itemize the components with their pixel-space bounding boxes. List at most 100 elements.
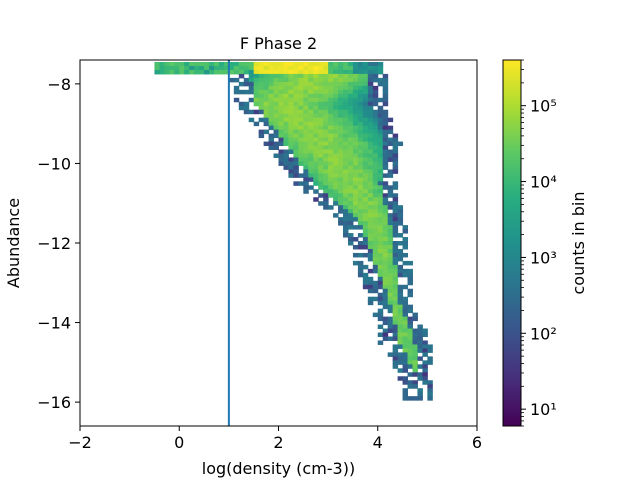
heatmap-cell — [303, 77, 309, 83]
heatmap-cell — [347, 189, 354, 194]
heatmap-cell — [273, 65, 279, 71]
heatmap-cell — [407, 348, 413, 353]
heatmap-cell — [253, 121, 260, 127]
heatmap-cell — [313, 177, 319, 182]
heatmap-cell — [288, 157, 294, 162]
heatmap-cell — [382, 252, 389, 258]
heatmap-cell — [427, 348, 433, 353]
heatmap-cell — [427, 396, 433, 401]
heatmap-cell — [303, 173, 309, 178]
heatmap-cell — [283, 69, 289, 75]
heatmap-cell — [233, 89, 240, 95]
heatmap-cell — [357, 233, 364, 238]
heatmap-cell — [362, 193, 369, 198]
heatmap-cell — [343, 193, 349, 198]
heatmap-cell — [318, 85, 324, 91]
heatmap-cell — [412, 340, 418, 345]
heatmap-cell — [338, 193, 344, 198]
heatmap-cell — [387, 244, 394, 250]
heatmap-cell — [357, 173, 364, 178]
heatmap-cell — [283, 77, 289, 83]
heatmap-cell — [372, 141, 379, 147]
heatmap-cell — [308, 173, 314, 178]
heatmap-cell — [209, 69, 215, 75]
heatmap-cell — [372, 73, 379, 79]
heatmap-cell — [298, 149, 304, 154]
heatmap-cell — [387, 221, 394, 226]
heatmap-cell — [223, 65, 230, 71]
heatmap-cell — [362, 105, 369, 111]
heatmap-cell — [382, 217, 389, 222]
heatmap-cell — [298, 117, 304, 123]
heatmap-cell — [343, 121, 349, 127]
heatmap-cell — [347, 129, 354, 135]
heatmap-cell — [397, 248, 404, 254]
heatmap-cell — [283, 61, 289, 67]
heatmap-cell — [204, 61, 210, 67]
heatmap-cell — [323, 81, 329, 87]
heatmap-cell — [243, 109, 250, 115]
heatmap-cell — [367, 252, 374, 258]
heatmap-cell — [402, 304, 409, 310]
heatmap-cell — [278, 121, 284, 127]
heatmap-cell — [283, 121, 289, 127]
heatmap-cell — [333, 109, 339, 115]
heatmap-cell — [318, 109, 324, 115]
x-tick-label: 6 — [472, 433, 482, 452]
y-tick-label: −14 — [37, 314, 71, 333]
heatmap-cell — [164, 65, 170, 71]
heatmap-cell — [303, 85, 309, 91]
heatmap-cell — [273, 89, 279, 95]
heatmap-cell — [283, 113, 289, 119]
heatmap-cell — [352, 137, 359, 143]
heatmap-cell — [323, 149, 329, 154]
heatmap-cell — [328, 193, 334, 198]
heatmap-cell — [347, 177, 354, 182]
heatmap-cell — [333, 141, 339, 147]
heatmap-cell — [248, 61, 255, 67]
heatmap-cell — [338, 185, 344, 190]
heatmap-cell — [352, 125, 359, 131]
heatmap-cell — [392, 356, 399, 361]
heatmap-cell — [372, 185, 379, 190]
heatmap-cell — [417, 336, 423, 341]
heatmap-cell — [288, 145, 294, 151]
heatmap-cell — [293, 125, 299, 131]
heatmap-cell — [362, 205, 369, 210]
heatmap-cell — [387, 225, 394, 230]
heatmap-cell — [204, 69, 210, 75]
y-tick-label: −12 — [37, 234, 71, 253]
heatmap-cell — [298, 113, 304, 119]
heatmap-cell — [298, 89, 304, 95]
heatmap-cell — [387, 320, 394, 326]
heatmap-cell — [333, 77, 339, 83]
heatmap-cell — [318, 121, 324, 127]
heatmap-cell — [357, 241, 364, 246]
heatmap-cell — [412, 332, 418, 337]
heatmap-cell — [328, 161, 334, 166]
heatmap-cell — [362, 272, 369, 278]
heatmap-cell — [278, 125, 284, 131]
heatmap-cell — [372, 201, 379, 206]
heatmap-cell — [357, 252, 364, 258]
heatmap-cell — [392, 241, 399, 246]
heatmap-cell — [338, 81, 344, 87]
heatmap-cell — [367, 93, 374, 99]
heatmap-cell — [402, 241, 409, 246]
heatmap-cell — [362, 181, 369, 186]
heatmap-cell — [397, 336, 404, 341]
heatmap-cell — [347, 97, 354, 103]
heatmap-cell — [333, 61, 339, 67]
heatmap-cell — [273, 61, 279, 67]
heatmap-cell — [392, 244, 399, 250]
heatmap-cell — [318, 125, 324, 131]
heatmap-cell — [303, 145, 309, 151]
heatmap-cell — [377, 193, 384, 198]
heatmap-cell — [367, 300, 374, 306]
heatmap-cell — [427, 388, 433, 393]
heatmap-cell — [347, 237, 354, 242]
heatmap-cell — [362, 241, 369, 246]
heatmap-cell — [352, 145, 359, 151]
heatmap-cell — [333, 101, 339, 107]
heatmap-cell — [318, 137, 324, 143]
